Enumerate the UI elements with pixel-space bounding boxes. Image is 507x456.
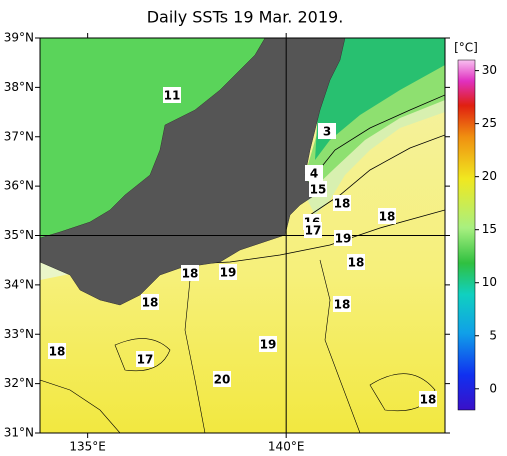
contour-label-bg [304, 222, 322, 238]
lat-label: 38°N [4, 80, 34, 94]
contour-label-bg [136, 351, 154, 367]
contour-label-bg [305, 165, 323, 181]
lat-label: 39°N [4, 31, 34, 45]
contour-label: 18 [334, 197, 351, 211]
lon-label: 135°E [69, 440, 106, 454]
contour-label-bg [163, 87, 181, 103]
contour-label: 18 [348, 256, 365, 270]
colorbar-label: 15 [482, 222, 497, 236]
colorbar-label: 20 [482, 169, 497, 183]
lon-label: 140°E [268, 440, 305, 454]
contour-label-bg [318, 123, 336, 139]
contour-label-bg [333, 296, 351, 312]
lat-label: 37°N [4, 129, 34, 143]
contour-label: 18 [142, 296, 159, 310]
lat-label: 32°N [4, 376, 34, 390]
lat-label: 31°N [4, 426, 34, 440]
colorbar-label: 25 [482, 116, 497, 130]
pacific-teal [315, 38, 445, 160]
contour-label: 18 [182, 267, 199, 281]
contour-label: 19 [335, 232, 352, 246]
contour-label-bg [378, 208, 396, 224]
colorbar-label: 5 [489, 328, 497, 342]
contour [114, 338, 171, 372]
colorbar-unit: [°C] [454, 41, 478, 55]
contour [314, 94, 445, 176]
contour [319, 259, 361, 433]
contour-label-bg [333, 195, 351, 211]
contour-label: 20 [214, 373, 231, 387]
contour-label: 4 [310, 167, 318, 181]
contour-label-bg [309, 181, 327, 197]
contour-label-bg [419, 391, 437, 407]
contour-label: 18 [49, 345, 66, 359]
contour-label: 11 [164, 89, 181, 103]
contour-label-bg [181, 265, 199, 281]
overlay: 113415181816171918181918181918172018 [40, 38, 445, 433]
contour-label-bg [347, 254, 365, 270]
contour-label: 17 [137, 353, 154, 367]
map-title: Daily SSTs 19 Mar. 2019. [147, 8, 344, 27]
contour-label: 17 [305, 224, 322, 238]
contour-label: 19 [220, 266, 237, 280]
contour-label-bg [48, 343, 66, 359]
sea-of-japan [40, 38, 268, 238]
contour-label: 18 [334, 298, 351, 312]
contour [184, 279, 206, 433]
lat-label: 34°N [4, 277, 34, 291]
contour-label: 19 [260, 338, 277, 352]
contour-label-bg [219, 264, 237, 280]
contour-label: 15 [310, 183, 327, 197]
lat-label: 33°N [4, 327, 34, 341]
colorbar-label: 10 [482, 275, 497, 289]
colorbar-label: 0 [489, 381, 497, 395]
colorbar-label: 30 [482, 63, 497, 77]
colorbar [457, 59, 476, 411]
contour-label-bg [259, 336, 277, 352]
contour [369, 373, 436, 412]
contour-label: 3 [323, 125, 331, 139]
contour [40, 379, 121, 433]
lat-label: 36°N [4, 179, 34, 193]
contour-label: 18 [420, 393, 437, 407]
contour-label-bg [141, 294, 159, 310]
contour [309, 134, 445, 216]
contour-label: 18 [379, 210, 396, 224]
contour-label-bg [213, 371, 231, 387]
contour-label-bg [334, 230, 352, 246]
lat-label: 35°N [4, 228, 34, 242]
